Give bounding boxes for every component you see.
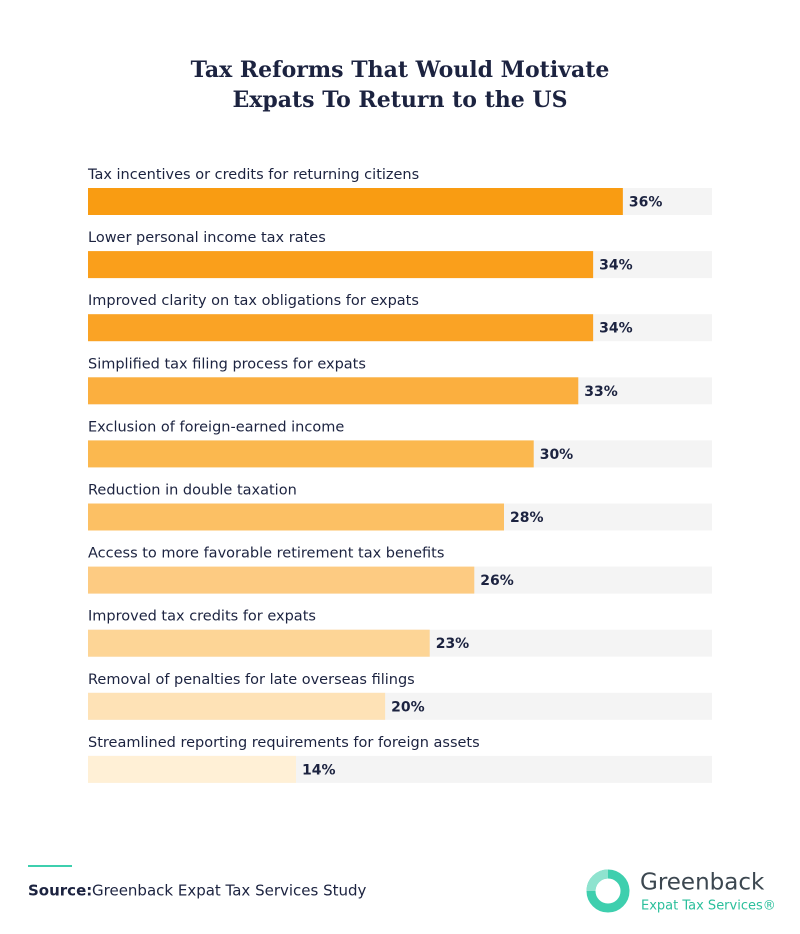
- logo-name: Greenback: [640, 870, 765, 896]
- category-label: Exclusion of foreign-earned income: [88, 419, 344, 435]
- bar: [88, 566, 475, 594]
- category-label: Improved tax credits for expats: [88, 609, 316, 625]
- bar: [88, 377, 579, 405]
- value-label: 36%: [629, 195, 663, 211]
- logo: Greenback Expat Tax Services®: [586, 869, 776, 914]
- logo-tagline: Expat Tax Services®: [641, 899, 776, 914]
- bar: [88, 629, 430, 657]
- value-label: 26%: [480, 573, 514, 589]
- bar: [88, 188, 623, 215]
- source-label: Source:: [28, 882, 92, 900]
- value-label: 14%: [302, 762, 336, 778]
- category-label: Improved clarity on tax obligations for …: [88, 293, 419, 309]
- logo-icon-accent: [586, 869, 609, 892]
- value-label: 34%: [599, 258, 633, 274]
- bar: [88, 440, 534, 468]
- category-label: Streamlined reporting requirements for f…: [88, 735, 480, 751]
- category-label: Simplified tax filing process for expats: [88, 356, 366, 372]
- value-label: 20%: [391, 699, 425, 715]
- category-label: Tax incentives or credits for returning …: [87, 167, 419, 183]
- value-label: 30%: [540, 447, 574, 463]
- chart-title: Tax Reforms That Would Motivate: [191, 57, 610, 83]
- bar: [88, 503, 504, 531]
- bar: [88, 251, 594, 279]
- value-label: 23%: [436, 636, 470, 652]
- value-label: 28%: [510, 510, 544, 526]
- category-label: Access to more favorable retirement tax …: [88, 546, 444, 562]
- value-label: 34%: [599, 321, 633, 337]
- bar: [88, 692, 386, 720]
- category-label: Reduction in double taxation: [88, 483, 297, 499]
- source-text: Greenback Expat Tax Services Study: [92, 882, 367, 900]
- bar: [88, 755, 296, 783]
- bar: [88, 314, 594, 342]
- chart-title: Expats To Return to the US: [233, 87, 568, 113]
- category-label: Lower personal income tax rates: [88, 230, 326, 246]
- category-label: Removal of penalties for late overseas f…: [88, 672, 415, 688]
- value-label: 33%: [584, 384, 618, 400]
